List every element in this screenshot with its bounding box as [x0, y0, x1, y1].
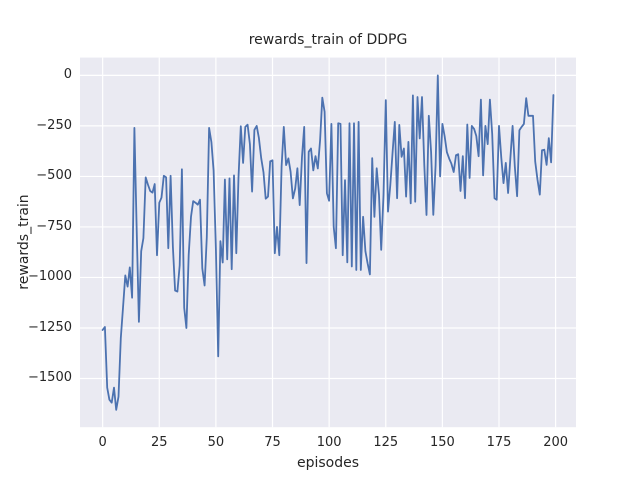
x-tick-label: 50 [207, 435, 225, 450]
y-tick-label: −1000 [28, 269, 72, 285]
y-tick-label: −500 [36, 168, 72, 184]
x-tick-label: 0 [98, 435, 107, 450]
y-tick-label: −1250 [28, 319, 72, 335]
x-tick-label: 175 [486, 435, 512, 450]
y-tick-label: −1500 [28, 370, 72, 386]
plot-background [80, 57, 576, 428]
chart-title: rewards_train of DDPG [248, 32, 408, 48]
x-axis-label: episodes [296, 455, 360, 471]
y-tick-label: −250 [36, 117, 72, 133]
x-tick-label: 150 [429, 435, 455, 450]
x-tick-label: 75 [264, 435, 281, 450]
x-tick-label: 100 [316, 435, 342, 450]
x-tick-label: 125 [373, 435, 399, 450]
x-tick-label: 200 [543, 435, 569, 450]
rewards-train-line [101, 74, 555, 411]
y-tick-label: −750 [36, 218, 72, 234]
x-tick-label: 25 [150, 435, 168, 450]
y-tick-label: 0 [63, 67, 72, 83]
